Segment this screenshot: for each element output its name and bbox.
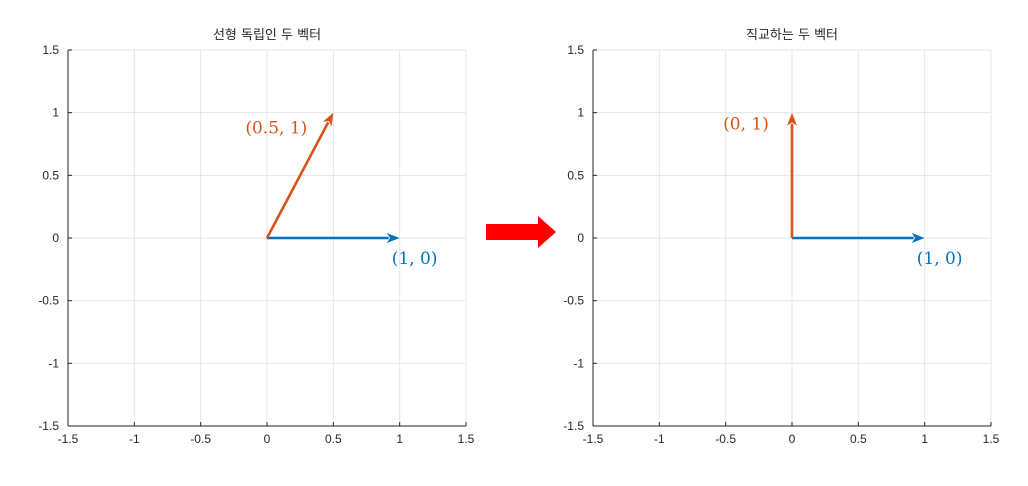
x-tick-label: -1.5 [583, 432, 604, 446]
chart-title: 직교하는 두 벡터 [746, 28, 838, 43]
right-arrow-icon [486, 216, 556, 248]
x-tick-label: 1.5 [983, 432, 1000, 446]
vector-label: (0, 1) [723, 115, 769, 135]
y-tick-label: -1.5 [38, 419, 59, 433]
vector-arrowhead [911, 233, 925, 243]
vector-arrowhead [787, 112, 797, 126]
vector-label: (1, 0) [392, 249, 438, 269]
x-tick-label: -0.5 [190, 432, 211, 446]
y-tick-label: -0.5 [563, 294, 584, 308]
x-tick-label: -1.5 [58, 432, 79, 446]
x-tick-label: 1 [396, 432, 403, 446]
y-tick-label: 1 [52, 106, 59, 120]
chart-title: 선형 독립인 두 벡터 [213, 28, 321, 43]
y-tick-label: -1.5 [563, 419, 584, 433]
vector-shaft [265, 121, 330, 239]
x-tick-label: -1 [129, 432, 140, 446]
x-tick-label: -1 [654, 432, 665, 446]
chart-orthogonal: -1.5 -1 -0.5 0 0.5 1 1.5 -1.5 -1 -0.5 0 0.5 1 1.5 직교하는… [563, 28, 999, 446]
vector-label: (1, 0) [917, 249, 963, 269]
vector-label: (0.5, 1) [245, 119, 307, 139]
y-tick-label: 1 [577, 106, 584, 120]
transition-arrow [486, 216, 556, 248]
y-tick-label: 0 [52, 231, 59, 245]
x-tick-label: 1.5 [458, 432, 475, 446]
y-tick-label: -1 [573, 356, 584, 370]
vector-arrowhead [322, 112, 334, 127]
x-tick-label: 1 [921, 432, 928, 446]
y-tick-label: 1.5 [42, 43, 59, 57]
x-tick-label: 0 [264, 432, 271, 446]
y-tick-label: 1.5 [567, 43, 584, 57]
x-tick-label: 0 [789, 432, 796, 446]
x-tick-label: -0.5 [715, 432, 736, 446]
chart-linearly-independent: -1.5 -1 -0.5 0 0.5 1 1.5 -1.5 -1 -0.5 0 0.5 1 1.5 선형 독… [38, 28, 474, 446]
x-tick-label: 0.5 [325, 432, 342, 446]
y-tick-label: 0.5 [42, 168, 59, 182]
y-tick-label: 0 [577, 231, 584, 245]
x-tick-label: 0.5 [850, 432, 867, 446]
y-tick-label: 0.5 [567, 168, 584, 182]
vector-arrowhead [386, 233, 400, 243]
y-tick-label: -1 [48, 356, 59, 370]
y-tick-label: -0.5 [38, 294, 59, 308]
